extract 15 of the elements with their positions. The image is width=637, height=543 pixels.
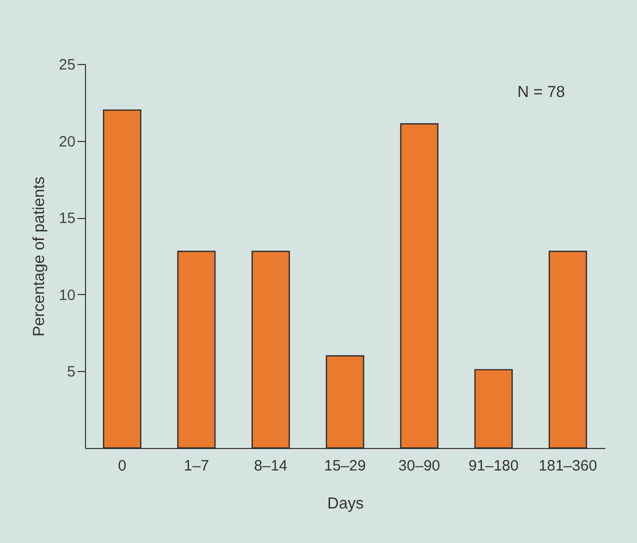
x-tick-label: 1–7 <box>184 458 209 474</box>
x-tick-label: 181–360 <box>538 458 598 474</box>
x-tick-label: 0 <box>118 458 126 474</box>
x-axis-title: Days <box>327 496 364 512</box>
x-tick-label: 30–90 <box>398 458 440 474</box>
y-tick-label: 25 <box>58 56 76 74</box>
x-tick-label: 91–180 <box>468 458 519 474</box>
y-tick-label: 10 <box>58 286 76 304</box>
y-axis-title: Percentage of patients <box>30 176 48 337</box>
annotation: N = 78 <box>517 84 566 101</box>
y-tick-label: 5 <box>67 364 76 381</box>
x-tick-label: 8–14 <box>254 458 288 474</box>
y-tick-label: 20 <box>58 133 76 150</box>
x-tick-label: 15–29 <box>324 458 366 474</box>
y-tick-label: 15 <box>58 210 76 228</box>
